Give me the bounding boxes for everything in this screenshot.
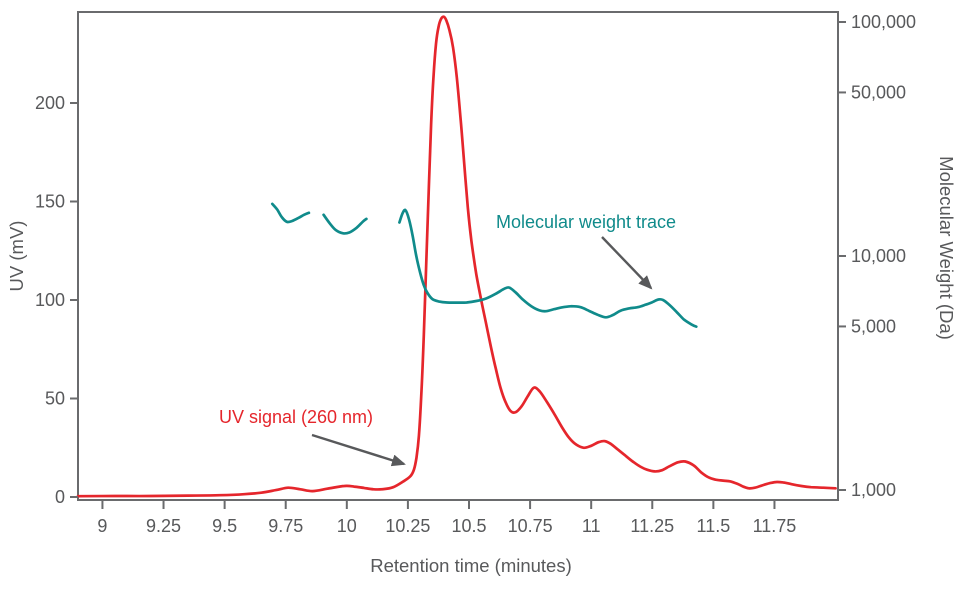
x-axis-tick-label: 10.25 bbox=[385, 516, 430, 536]
uv-signal-curve bbox=[76, 15, 837, 498]
y-right-tick-label: 1,000 bbox=[851, 480, 896, 500]
x-axis-tick-label: 10.5 bbox=[451, 516, 486, 536]
y-right-tick-label: 5,000 bbox=[851, 316, 896, 336]
x-axis-title: Retention time (minutes) bbox=[370, 555, 572, 576]
y-left-tick-label: 0 bbox=[55, 487, 65, 507]
y-right-axis-title: Molecular Weight (Da) bbox=[936, 156, 957, 340]
x-axis-tick-label: 9 bbox=[97, 516, 107, 536]
y-right-tick-label: 10,000 bbox=[851, 246, 906, 266]
x-axis-tick-label: 9.75 bbox=[268, 516, 303, 536]
x-axis-tick-label: 9.25 bbox=[146, 516, 181, 536]
y-left-tick-label: 200 bbox=[35, 93, 65, 113]
molecular-weight-curve bbox=[270, 202, 311, 224]
molecular-weight-curve bbox=[398, 208, 698, 328]
y-left-axis-title: UV (mV) bbox=[6, 221, 27, 292]
y-right-tick-label: 100,000 bbox=[851, 12, 916, 32]
x-axis-tick-label: 10 bbox=[337, 516, 357, 536]
x-axis-tick-label: 11.25 bbox=[630, 516, 674, 536]
molecular-weight-curve bbox=[322, 213, 368, 235]
uv-signal-label: UV signal (260 nm) bbox=[219, 407, 373, 427]
y-left-tick-label: 150 bbox=[35, 192, 65, 212]
molecular-weight-label: Molecular weight trace bbox=[496, 212, 676, 232]
uv-signal-label-arrow bbox=[311, 433, 406, 467]
x-axis-tick-label: 10.75 bbox=[508, 516, 553, 536]
x-axis-tick-label: 11.75 bbox=[753, 516, 797, 536]
x-axis-tick-label: 11.5 bbox=[697, 516, 731, 536]
x-axis-tick-label: 9.5 bbox=[212, 516, 237, 536]
y-left-tick-label: 100 bbox=[35, 290, 65, 310]
y-right-tick-label: 50,000 bbox=[851, 82, 906, 102]
x-axis-tick-label: 11 bbox=[582, 516, 601, 536]
y-left-tick-label: 50 bbox=[45, 389, 65, 409]
molecular-weight-label-arrow bbox=[601, 236, 653, 290]
